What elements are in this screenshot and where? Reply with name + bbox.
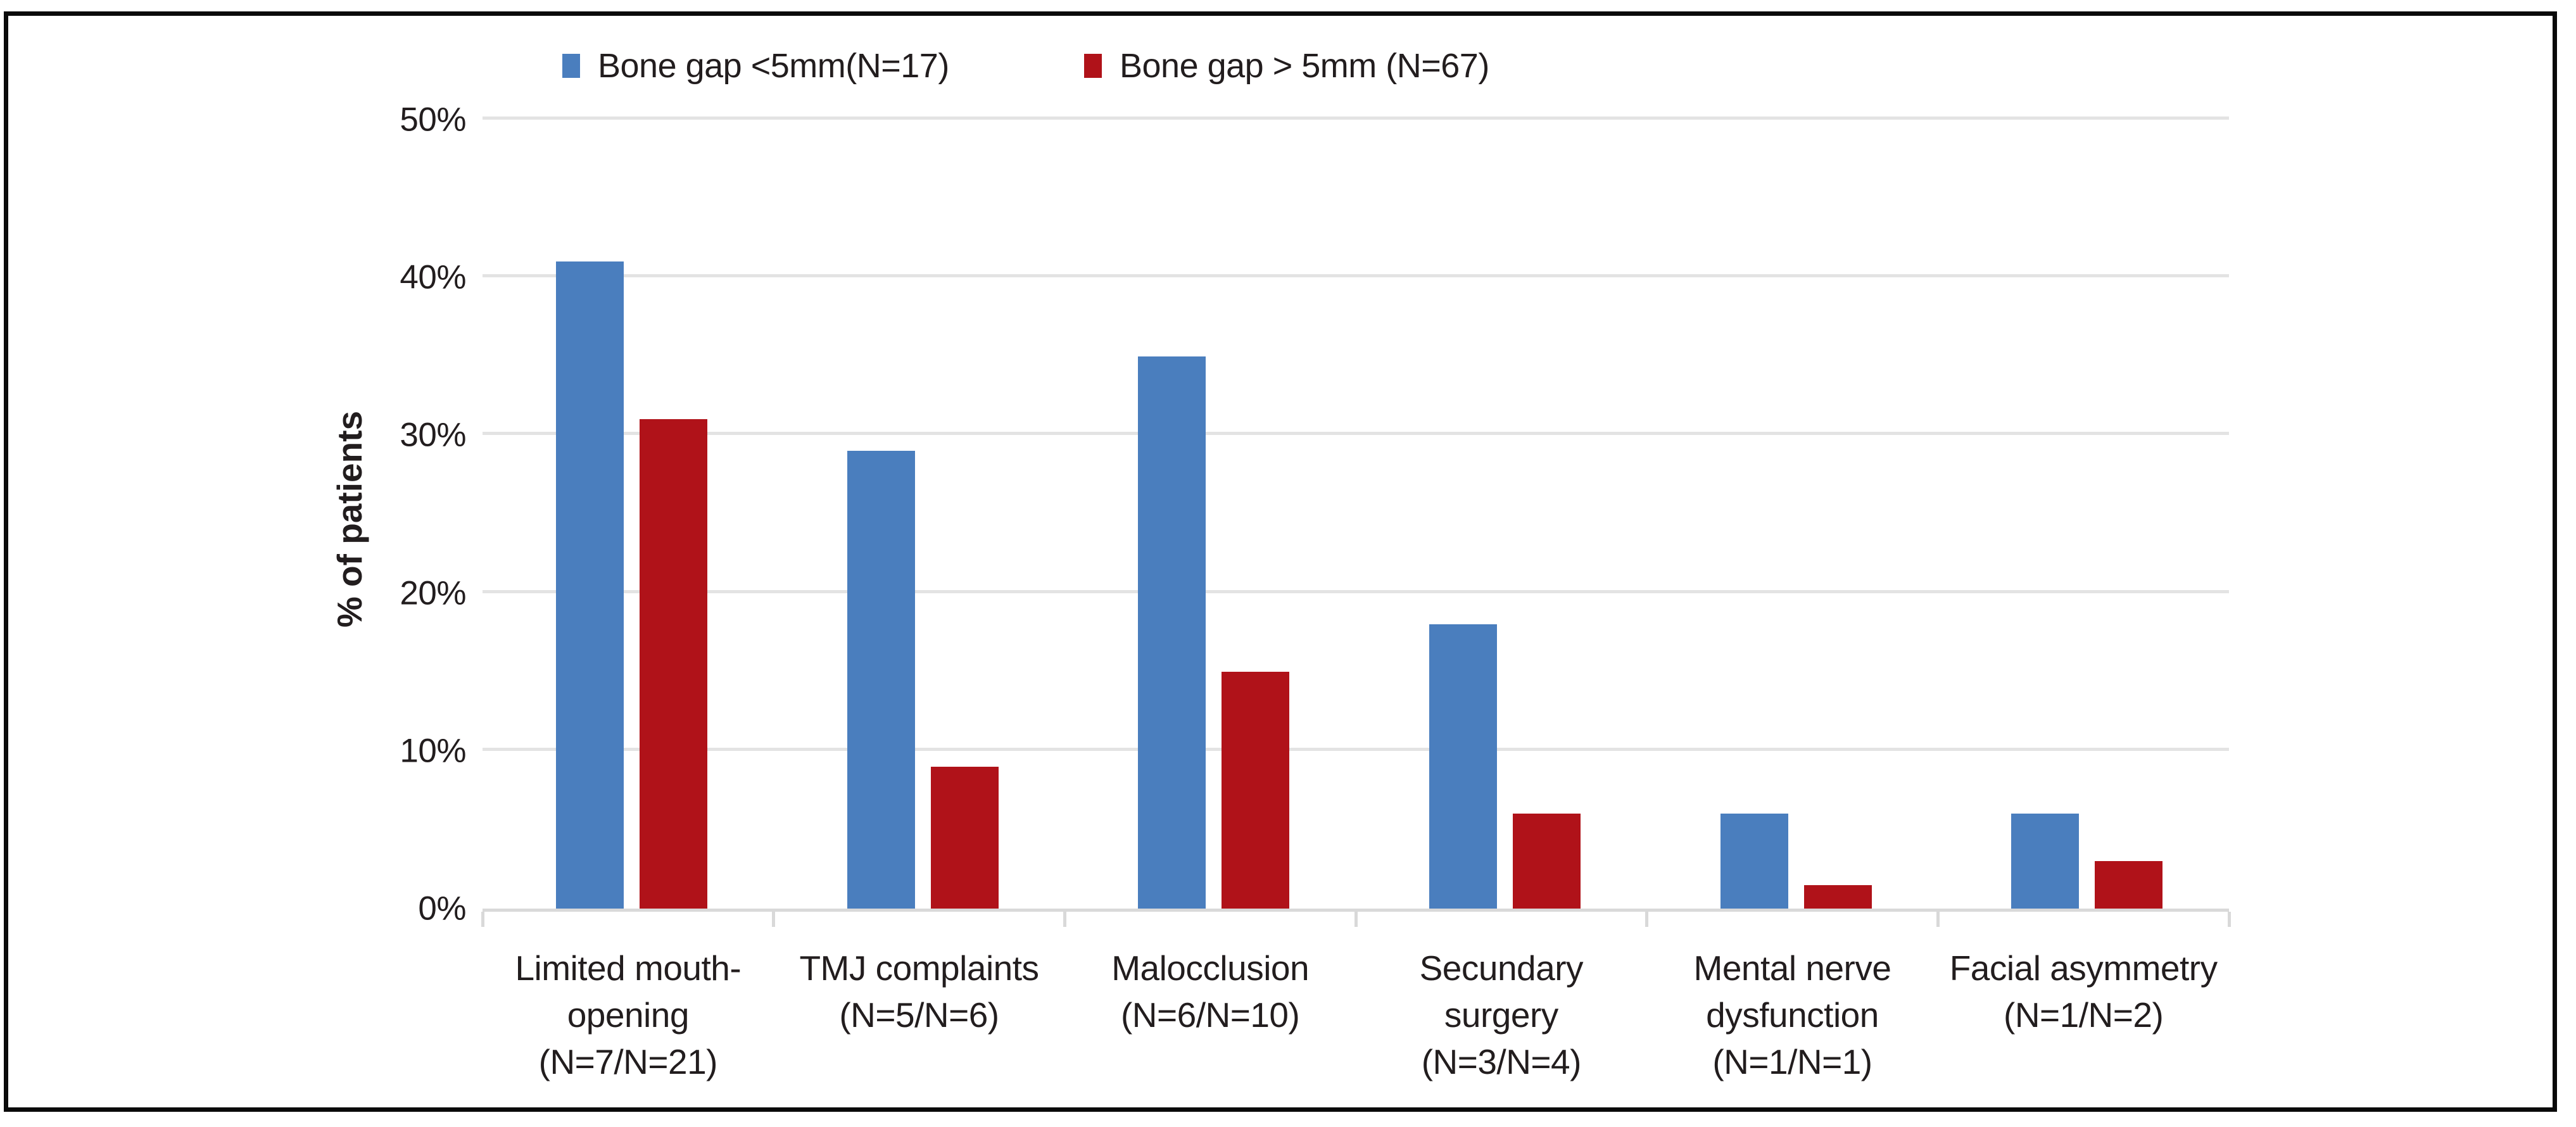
legend-item-bone-gap-gt-5mm: Bone gap > 5mm (N=67)	[1084, 47, 1489, 85]
bar-blue-cat5	[1720, 814, 1788, 909]
x-axis-tick	[1936, 912, 1940, 927]
y-tick-label: 30%	[400, 416, 466, 454]
gridline-30pct	[483, 432, 2229, 436]
bar-red-cat6	[2095, 861, 2163, 909]
gridline-20pct	[483, 589, 2229, 593]
x-category-label: Secundary surgery (N=3/N=4)	[1419, 948, 1584, 1081]
bar-red-cat3	[1222, 672, 1290, 909]
bar-red-cat4	[1513, 814, 1581, 909]
legend-swatch-blue	[562, 54, 580, 78]
y-tick-label: 50%	[400, 101, 466, 139]
y-tick-label: 10%	[400, 732, 466, 770]
legend-label: Bone gap > 5mm (N=67)	[1120, 47, 1489, 85]
bar-blue-cat1	[556, 261, 624, 909]
x-category-label: Limited mouth- opening (N=7/N=21)	[515, 948, 742, 1081]
figure-border	[4, 11, 2557, 1112]
bar-blue-cat4	[1429, 624, 1497, 909]
x-category-label: TMJ complaints (N=5/N=6)	[799, 948, 1039, 1035]
x-axis-tick	[1645, 912, 1649, 927]
bar-red-cat2	[930, 766, 999, 909]
x-axis-tick	[1354, 912, 1358, 927]
gridline-10pct	[483, 747, 2229, 751]
y-tick-label: 40%	[400, 258, 466, 296]
x-axis-tick	[481, 912, 484, 927]
gridline-50pct	[483, 116, 2229, 120]
y-tick-label: 0%	[418, 890, 466, 928]
x-category-label: Mental nerve dysfunction (N=1/N=1)	[1693, 948, 1891, 1081]
x-axis-tick	[1063, 912, 1066, 927]
legend-item-bone-gap-lt-5mm: Bone gap <5mm(N=17)	[562, 47, 949, 85]
x-category-label: Malocclusion (N=6/N=10)	[1111, 948, 1310, 1035]
x-category-label: Facial asymmetry (N=1/N=2)	[1949, 948, 2218, 1035]
bar-blue-cat2	[847, 451, 915, 909]
gridline-40pct	[483, 274, 2229, 278]
bar-red-cat1	[640, 419, 707, 909]
x-axis-tick	[2227, 912, 2231, 927]
bar-blue-cat3	[1138, 356, 1206, 909]
x-axis-tick	[772, 912, 776, 927]
x-axis-line	[483, 909, 2229, 912]
bar-red-cat5	[1803, 885, 1872, 909]
bar-blue-cat6	[2011, 814, 2080, 909]
y-tick-label: 20%	[400, 574, 466, 612]
legend-swatch-red	[1084, 54, 1102, 78]
legend-label: Bone gap <5mm(N=17)	[598, 47, 949, 85]
